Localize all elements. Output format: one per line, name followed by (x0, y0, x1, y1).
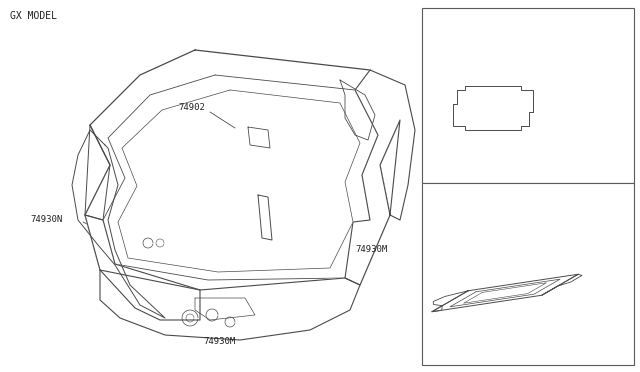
Text: 74902: 74902 (178, 103, 205, 112)
Polygon shape (345, 70, 415, 285)
Polygon shape (100, 270, 360, 340)
Text: 74930M: 74930M (204, 337, 236, 346)
Text: 74930N: 74930N (30, 215, 62, 224)
Text: 74923R: 74923R (505, 58, 535, 67)
Text: ·7·9»0093: ·7·9»0093 (574, 359, 616, 369)
Text: 74930M: 74930M (355, 246, 387, 254)
Text: DX MODEL: DX MODEL (430, 192, 477, 202)
Text: CAN: CAN (430, 17, 447, 27)
Polygon shape (85, 215, 200, 320)
Bar (422, 183, 634, 365)
Text: 74902: 74902 (453, 232, 478, 241)
Text: GX MODEL: GX MODEL (10, 11, 57, 21)
Bar (422, 8, 634, 183)
